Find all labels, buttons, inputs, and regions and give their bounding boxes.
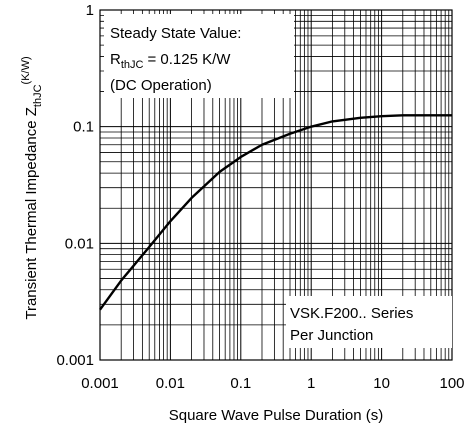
- series-name-label: VSK.F200.. Series: [290, 305, 413, 322]
- y-tick-labels: 0.001 0.01 0.1 1: [56, 2, 94, 369]
- series-layer: [99, 114, 452, 311]
- x-axis-label: Square Wave Pulse Duration (s): [169, 407, 384, 424]
- y-tick-label: 0.1: [73, 119, 94, 136]
- x-tick-label: 0.1: [230, 375, 251, 392]
- series-annotation: VSK.F200.. Series Per Junction: [286, 296, 452, 348]
- steady-state-note: (DC Operation): [110, 77, 212, 94]
- junction-label: Per Junction: [290, 327, 373, 344]
- x-tick-label: 0.001: [81, 375, 119, 392]
- y-tick-label: 1: [86, 2, 94, 19]
- steady-state-value: RthJC = 0.125 K/W: [110, 51, 231, 71]
- y-axis-label: Transient Thermal Impedance ZthJC(K/W): [20, 56, 44, 319]
- y-tick-label: 0.001: [56, 352, 94, 369]
- plot-frame: [99, 9, 453, 361]
- x-tick-label: 1: [307, 375, 315, 392]
- x-tick-label: 100: [439, 375, 464, 392]
- y-tick-label: 0.01: [65, 235, 94, 252]
- x-tick-label: 10: [373, 375, 390, 392]
- steady-state-title: Steady State Value:: [110, 25, 241, 42]
- x-tick-labels: 0.001 0.01 0.1 1 10 100: [81, 375, 464, 392]
- x-tick-label: 0.01: [156, 375, 185, 392]
- steady-state-annotation: Steady State Value: RthJC = 0.125 K/W (DC…: [104, 14, 294, 98]
- series-line-0: [99, 114, 452, 311]
